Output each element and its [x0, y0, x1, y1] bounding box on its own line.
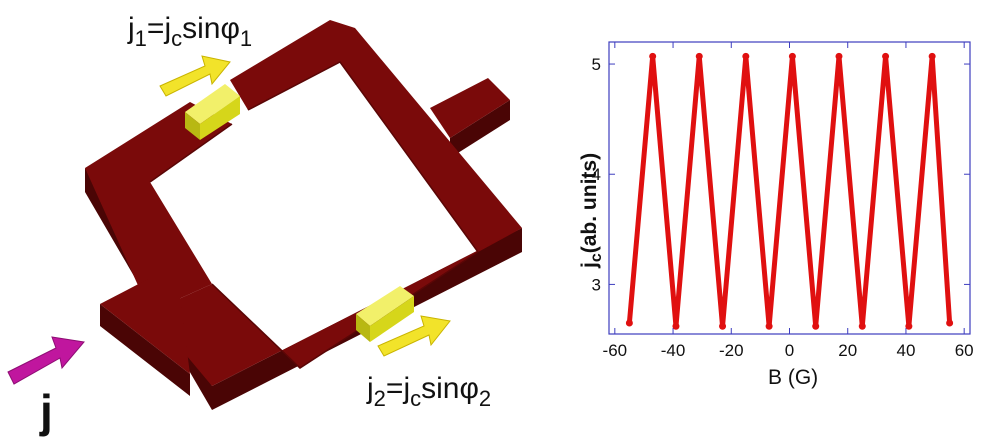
y-tick-label: 5 — [592, 55, 601, 74]
y-tick-label: 3 — [592, 275, 601, 294]
plot-ticks: -60 -40 -20 0 20 40 60 3 4 5 — [592, 42, 974, 360]
junction-2 — [356, 286, 414, 342]
y-axis-label: jc(ab. units) — [578, 152, 605, 268]
data-point — [765, 322, 773, 330]
data-point — [858, 322, 866, 330]
data-point — [719, 322, 727, 330]
x-tick-label: -60 — [603, 341, 628, 360]
x-tick-label: -20 — [719, 341, 744, 360]
junction-1 — [185, 84, 240, 140]
x-tick-label: 40 — [896, 341, 915, 360]
plot-data — [625, 52, 954, 330]
data-point — [742, 52, 750, 60]
data-point — [835, 52, 843, 60]
data-point — [928, 52, 936, 60]
arrow-j-input-icon — [7, 336, 85, 385]
x-tick-label: 20 — [838, 341, 857, 360]
squid-ring — [85, 20, 522, 410]
x-tick-label: 0 — [785, 341, 794, 360]
series-line — [626, 53, 953, 329]
data-point — [905, 322, 913, 330]
data-point — [649, 52, 657, 60]
x-tick-label: 60 — [955, 341, 974, 360]
label-j2: j2=jcsinφ2 — [367, 372, 492, 411]
data-point — [625, 319, 633, 327]
x-axis-label: B (G) — [768, 366, 819, 389]
data-point — [672, 322, 680, 330]
arrow-j2-icon — [377, 315, 451, 357]
data-point — [946, 319, 954, 327]
data-point — [695, 52, 703, 60]
x-tick-label: -40 — [661, 341, 686, 360]
label-j1: j1=jcsinφ1 — [128, 12, 253, 51]
input-current-label: j — [40, 385, 53, 437]
data-point — [788, 52, 796, 60]
y-tick-label: 4 — [592, 165, 601, 184]
data-point — [812, 322, 820, 330]
arrow-j1-icon — [159, 55, 231, 97]
data-point — [882, 52, 890, 60]
